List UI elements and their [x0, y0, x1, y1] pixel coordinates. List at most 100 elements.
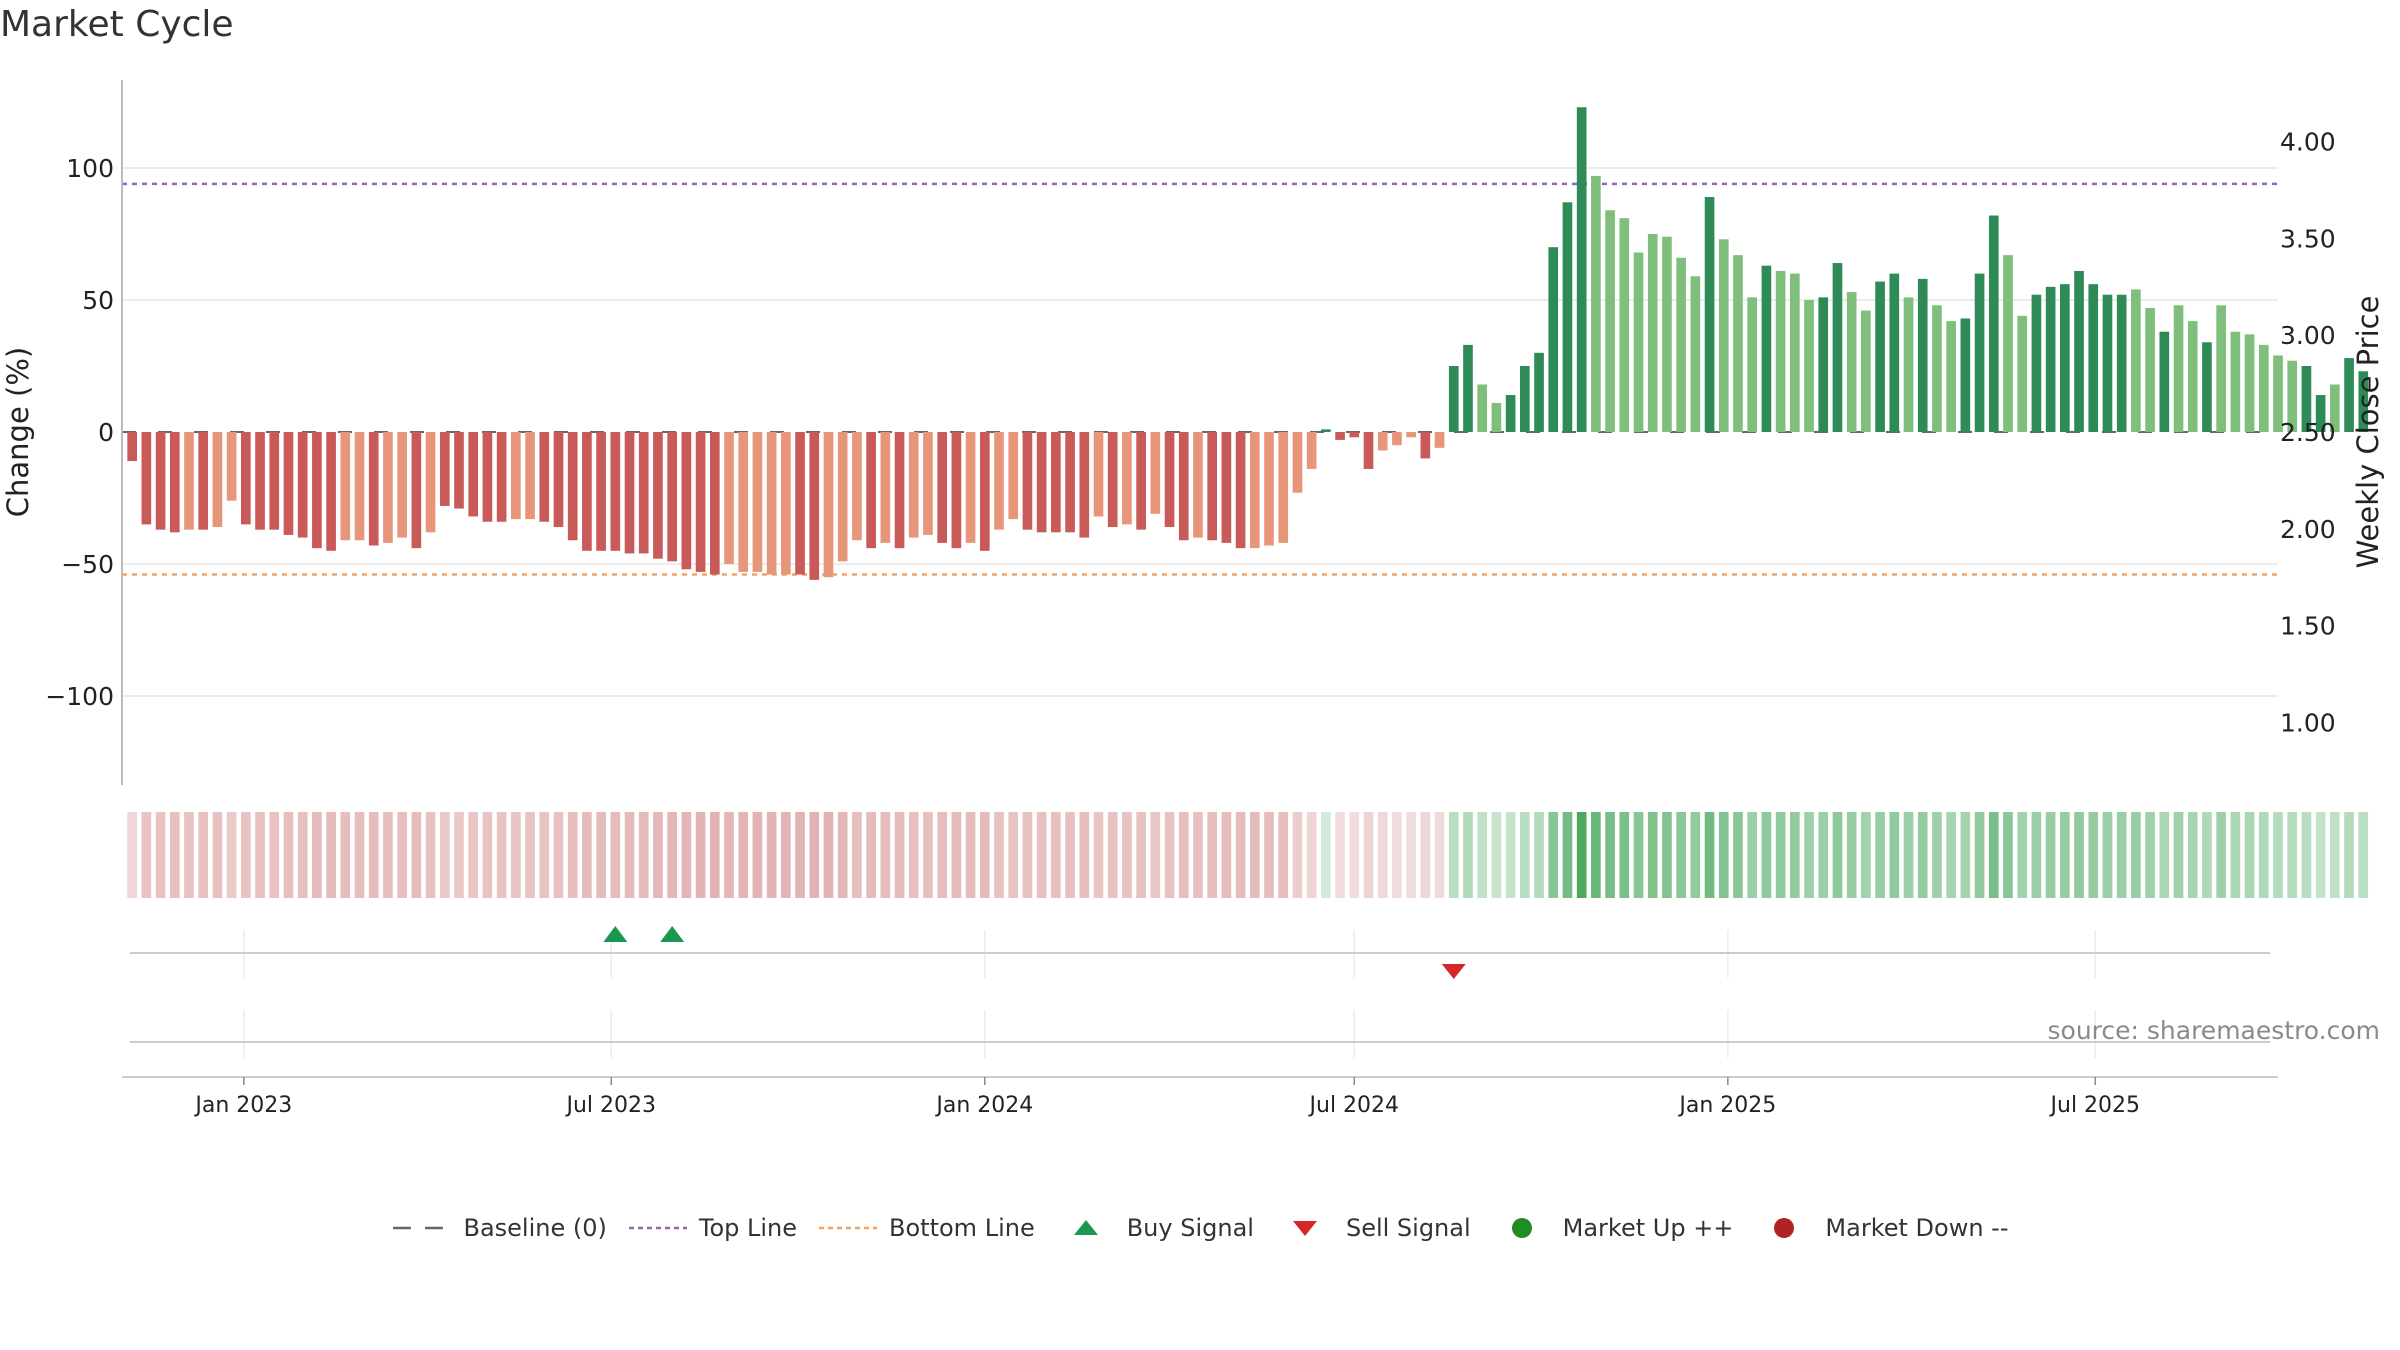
- heat-cell: [411, 812, 422, 898]
- heat-cell: [994, 812, 1004, 898]
- heat-cell: [439, 812, 450, 898]
- x-tick-label: Jul 2023: [564, 1093, 656, 1118]
- bar: [1605, 210, 1615, 432]
- heat-cell: [141, 812, 152, 898]
- bar: [681, 432, 692, 570]
- axes: 100 50 0 −100 −50 4.00 3.50 3.00 2.50 2.00 1.50 1.0…: [45, 80, 2336, 1118]
- bar: [1946, 321, 1956, 432]
- heat-cell: [2344, 812, 2354, 898]
- bar: [667, 432, 677, 562]
- bar: [624, 432, 635, 554]
- bar: [2088, 284, 2099, 432]
- heat-cell: [1122, 812, 1132, 898]
- bar: [582, 432, 592, 551]
- heat-cell: [1235, 812, 1246, 898]
- bar: [411, 432, 422, 549]
- y-axis-title: Change (%): [1, 347, 35, 517]
- heat-cell: [1051, 812, 1061, 898]
- x-tick-label: Jan 2023: [193, 1093, 292, 1118]
- circle-icon: [1753, 1216, 1815, 1240]
- heat-cell: [1747, 812, 1758, 898]
- bar: [994, 432, 1004, 530]
- bar: [1534, 352, 1544, 432]
- heat-cell: [326, 812, 336, 898]
- heat-cell: [2031, 812, 2042, 898]
- heat-cell: [1790, 812, 1800, 898]
- bar: [1321, 429, 1331, 432]
- y2-tick-label: 1.50: [2280, 612, 2336, 641]
- heat-cell: [1932, 812, 1942, 898]
- heat-cell: [2315, 812, 2326, 898]
- heat-cell: [1249, 812, 1260, 898]
- bar: [709, 432, 720, 575]
- bar: [1420, 432, 1431, 459]
- y2-tick-label: 4.00: [2280, 128, 2336, 157]
- bar: [169, 432, 180, 533]
- heat-cell: [1534, 812, 1544, 898]
- bar: [1576, 107, 1587, 432]
- legend-item-sell: Sell Signal: [1274, 1214, 1471, 1242]
- bar: [1249, 432, 1260, 549]
- heat-cell: [169, 812, 180, 898]
- bar: [1008, 432, 1019, 520]
- heat-cell: [766, 812, 777, 898]
- y2-tick-label: 3.50: [2280, 224, 2336, 253]
- y-tick-label: −50: [61, 550, 114, 579]
- heat-cell: [1804, 812, 1814, 898]
- bar: [425, 432, 436, 533]
- bar: [1022, 432, 1033, 530]
- bar: [340, 432, 351, 541]
- heat-cell: [2074, 812, 2084, 898]
- bar: [1804, 300, 1814, 432]
- y2-tick-label: 1.00: [2280, 708, 2336, 737]
- bar: [1193, 432, 1203, 538]
- bar: [1051, 432, 1061, 533]
- bar: [965, 432, 976, 543]
- bar: [2344, 358, 2354, 432]
- bar: [1875, 281, 1885, 432]
- heat-cell: [482, 812, 493, 898]
- bar: [1861, 310, 1871, 432]
- bar: [837, 432, 848, 562]
- bar: [2031, 294, 2042, 432]
- bar: [397, 432, 407, 538]
- bar: [2358, 371, 2369, 432]
- heat-cell: [1306, 812, 1317, 898]
- bar: [852, 432, 862, 541]
- heat-cell: [1690, 812, 1701, 898]
- bar: [1562, 202, 1573, 432]
- bar: [1505, 395, 1516, 432]
- legend-item-top: Top Line: [627, 1214, 797, 1242]
- bar: [724, 432, 734, 564]
- heat-cell: [1491, 812, 1502, 898]
- heat-cell: [368, 812, 379, 898]
- bar: [610, 432, 621, 551]
- bar: [1278, 432, 1289, 543]
- dash-line-icon: [391, 1216, 453, 1240]
- bar: [2173, 305, 2184, 432]
- bar: [1335, 432, 1345, 440]
- heat-cell: [2287, 812, 2298, 898]
- heat-cell: [2116, 812, 2127, 898]
- heat-cell: [354, 812, 365, 898]
- heat-cell: [283, 812, 294, 898]
- legend-item-mdown: Market Down --: [1753, 1214, 2009, 1242]
- bar: [2145, 307, 2155, 432]
- bar: [866, 432, 876, 549]
- heat-cell: [2017, 812, 2028, 898]
- heat-cell: [1761, 812, 1772, 898]
- bar: [1463, 344, 1473, 432]
- y-tick-label: 100: [66, 154, 114, 183]
- legend-label: Market Down --: [1825, 1214, 2009, 1242]
- bar: [2102, 294, 2113, 432]
- heat-cell: [738, 812, 749, 898]
- bar: [1690, 276, 1701, 432]
- bar: [1519, 366, 1530, 432]
- heat-cell: [1164, 812, 1175, 898]
- heat-cell: [1591, 812, 1601, 898]
- bar: [1122, 432, 1132, 525]
- legend-label: Top Line: [698, 1214, 798, 1242]
- bar: [951, 432, 962, 549]
- bar: [1775, 270, 1786, 432]
- bar: [2074, 270, 2084, 432]
